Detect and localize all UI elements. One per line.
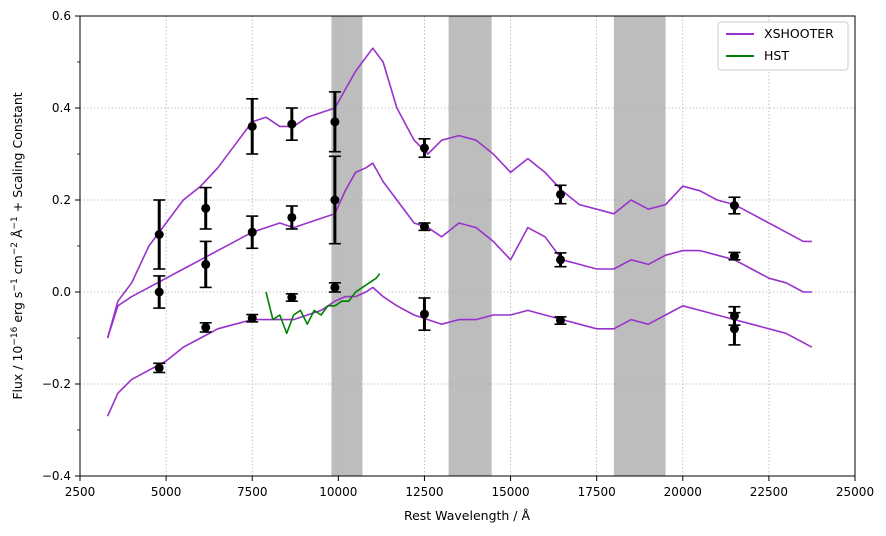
y-tick-label-3: 0.2 bbox=[52, 193, 71, 207]
data-point-10 bbox=[287, 212, 297, 222]
axis-ticks: 2500 5000 7500 10000 12500 15000 17500 20000 225… bbox=[42, 9, 874, 499]
data-point-0 bbox=[154, 230, 164, 239]
data-point-5 bbox=[201, 322, 211, 332]
series-line-0 bbox=[106, 47, 812, 339]
x-tick-label-4: 12500 bbox=[405, 485, 443, 499]
data-point-9 bbox=[287, 119, 297, 129]
x-tick-label-5: 15000 bbox=[491, 485, 529, 499]
data-point-19 bbox=[556, 255, 565, 265]
x-tick-label-0: 2500 bbox=[65, 485, 96, 499]
series-line-3 bbox=[265, 273, 381, 335]
y-label-exp-3: −2 bbox=[10, 242, 20, 255]
y-label-exp-4: −1 bbox=[10, 216, 20, 229]
data-point-8 bbox=[247, 313, 257, 323]
y-label-exp-1: −16 bbox=[10, 326, 20, 345]
legend-label-hst: HST bbox=[764, 48, 789, 63]
data-point-11 bbox=[287, 293, 297, 303]
legend-label-xshooter: XSHOOTER bbox=[764, 26, 834, 41]
photometry-points bbox=[153, 91, 741, 374]
x-axis-label: Rest Wavelength / Å bbox=[404, 508, 531, 523]
data-point-22 bbox=[729, 251, 739, 261]
y-tick-label-1: −0.2 bbox=[42, 377, 71, 391]
legend: XSHOOTER HST bbox=[717, 21, 849, 71]
data-point-1 bbox=[154, 287, 164, 297]
x-tick-label-1: 5000 bbox=[151, 485, 182, 499]
x-tick-label-2: 7500 bbox=[237, 485, 268, 499]
x-tick-label-8: 22500 bbox=[750, 485, 788, 499]
y-label-part-a: Flux / 10 bbox=[10, 346, 25, 400]
data-point-2 bbox=[154, 363, 164, 373]
data-point-15 bbox=[419, 143, 429, 153]
y-label-part-e: + Scaling Constant bbox=[10, 92, 25, 216]
y-tick-label-4: 0.4 bbox=[52, 101, 71, 115]
x-tick-label-9: 25000 bbox=[836, 485, 874, 499]
shaded-bands bbox=[331, 16, 666, 476]
data-point-6 bbox=[247, 121, 257, 131]
data-point-13 bbox=[330, 195, 340, 205]
x-tick-label-3: 10000 bbox=[319, 485, 357, 499]
y-tick-label-2: 0.0 bbox=[52, 285, 71, 299]
data-point-3 bbox=[201, 203, 211, 213]
y-label-part-d: Å bbox=[10, 229, 25, 242]
y-label-exp-2: −1 bbox=[10, 278, 20, 291]
x-tick-label-7: 20000 bbox=[664, 485, 702, 499]
data-point-17 bbox=[419, 309, 429, 319]
shaded-band-1 bbox=[448, 16, 492, 476]
data-point-21 bbox=[729, 201, 739, 211]
data-point-24 bbox=[729, 324, 739, 334]
data-point-14 bbox=[330, 282, 340, 292]
data-point-4 bbox=[201, 259, 211, 269]
data-point-20 bbox=[556, 316, 565, 326]
y-label-part-b: erg s bbox=[10, 292, 25, 327]
data-point-16 bbox=[419, 222, 429, 232]
x-tick-label-6: 17500 bbox=[578, 485, 616, 499]
series-line-2 bbox=[106, 286, 813, 417]
data-point-18 bbox=[556, 189, 565, 199]
y-tick-label-5: 0.6 bbox=[52, 9, 71, 23]
data-point-12 bbox=[330, 117, 340, 127]
y-label-part-c: cm bbox=[10, 255, 25, 278]
data-point-7 bbox=[247, 227, 257, 237]
y-tick-label-0: −0.4 bbox=[42, 469, 71, 483]
y-axis-label: Flux / 10−16 erg s−1 cm−2 Å−1 + Scaling … bbox=[10, 92, 25, 399]
shaded-band-2 bbox=[613, 16, 666, 476]
